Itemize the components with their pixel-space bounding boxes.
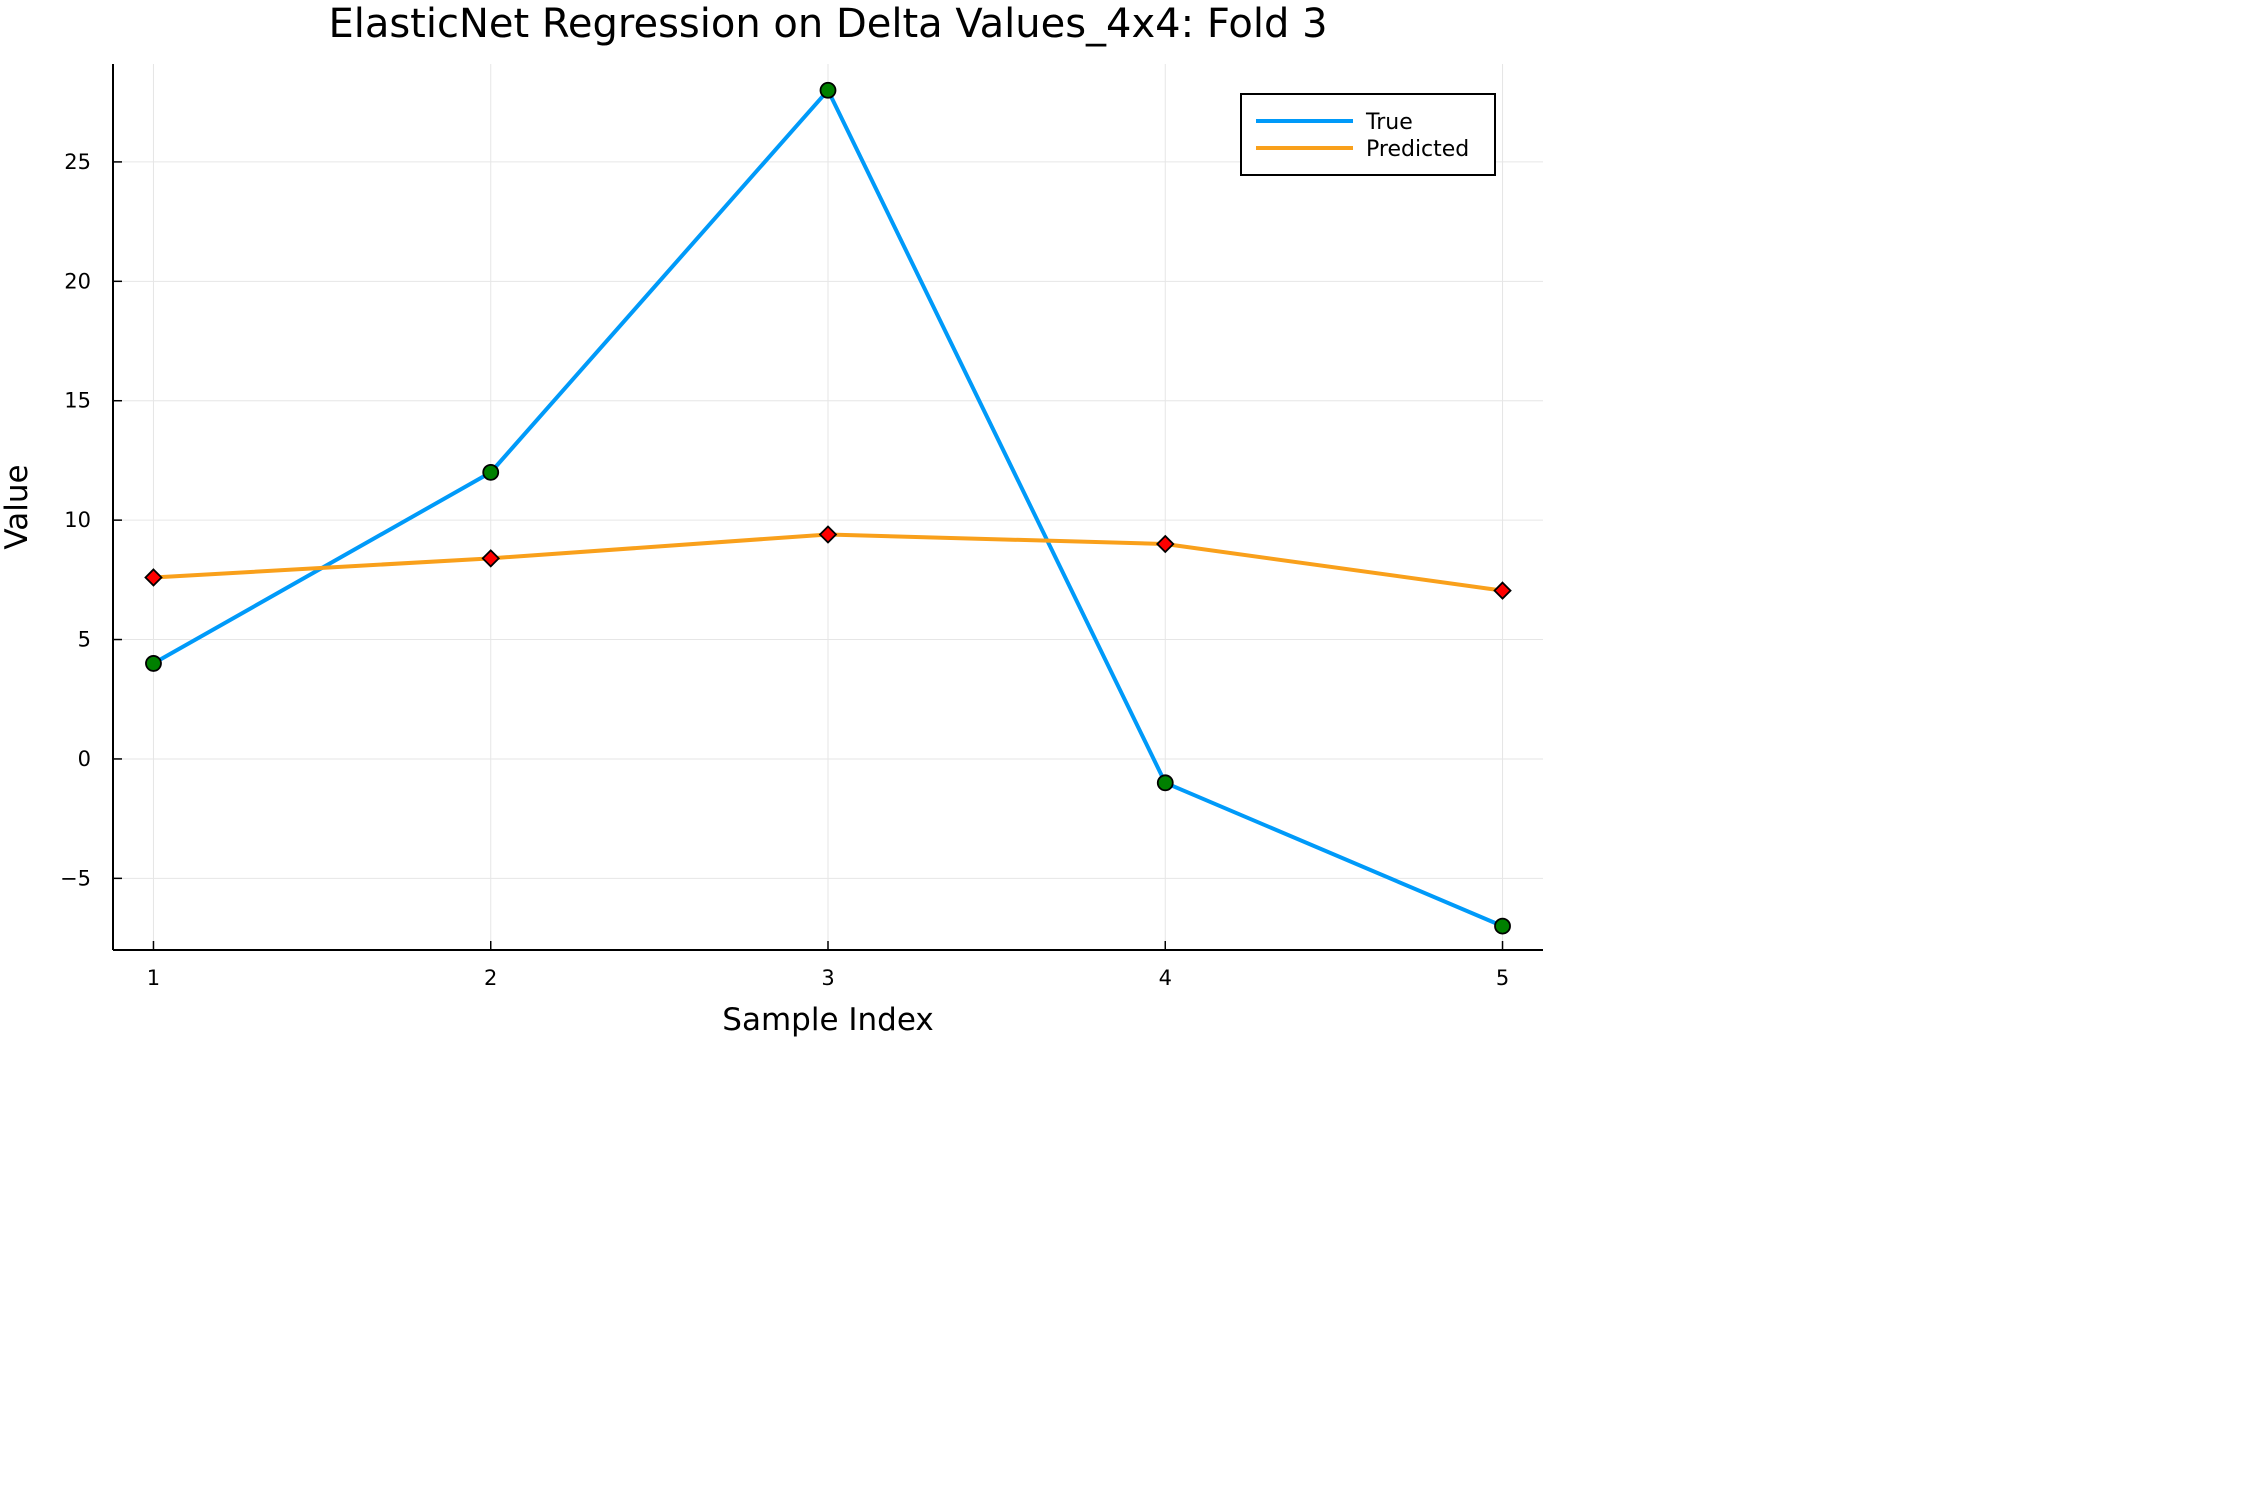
- data-point-predicted: [818, 525, 838, 544]
- data-point-predicted: [1493, 581, 1512, 600]
- data-point-true: [1156, 774, 1174, 792]
- x-axis-label: Sample Index: [722, 1002, 933, 1038]
- y-tick-label: −5: [60, 866, 91, 890]
- data-point-true: [145, 655, 162, 672]
- y-tick-label: 15: [64, 389, 91, 413]
- x-tick-label: 2: [484, 966, 497, 990]
- series-markers: [144, 81, 1512, 935]
- data-point-true: [1494, 917, 1511, 935]
- chart-title: ElasticNet Regression on Delta Values_4x…: [328, 1, 1327, 47]
- axes: [112, 64, 1543, 951]
- legend-label-predicted: Predicted: [1366, 137, 1469, 162]
- x-tick-label: 1: [147, 966, 160, 990]
- x-tick-label: 3: [821, 966, 834, 990]
- x-tick-label: 4: [1159, 966, 1172, 990]
- y-tick-label: 5: [78, 628, 91, 652]
- y-axis-label: Value: [0, 464, 35, 549]
- data-point-predicted: [144, 568, 163, 587]
- tick-labels: 1 2 3 4 5 −5 0 5 10 15 20 25: [60, 150, 1509, 990]
- grid: [113, 64, 1543, 950]
- y-tick-label: 0: [78, 747, 91, 771]
- legend-box: [1240, 93, 1496, 176]
- y-tick-label: 20: [64, 269, 91, 293]
- line-chart: 1 2 3 4 5 −5 0 5 10 15 20 25 ElasticNet Regression …: [0, 1, 1543, 1038]
- chart-container: 1 2 3 4 5 −5 0 5 10 15 20 25 ElasticNet Regression …: [0, 0, 1546, 1040]
- legend: True Predicted: [1240, 93, 1496, 176]
- data-point-true: [482, 463, 500, 481]
- data-point-predicted: [1155, 534, 1175, 554]
- y-tick-label: 10: [64, 508, 91, 532]
- data-point-predicted: [481, 549, 501, 568]
- x-tick-label: 5: [1496, 966, 1509, 990]
- legend-label-true: True: [1365, 110, 1413, 135]
- y-tick-label: 25: [64, 150, 91, 174]
- data-point-true: [819, 81, 837, 99]
